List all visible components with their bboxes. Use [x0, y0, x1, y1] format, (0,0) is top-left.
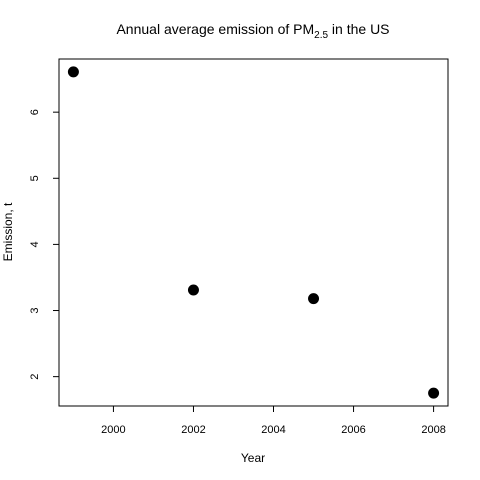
chart-title-subscript: 2.5	[314, 30, 328, 41]
chart-title: Annual average emission of PM2.5 in the …	[116, 21, 389, 41]
chart-title-main: Annual average emission of PM	[116, 21, 314, 37]
y-tick-label: 5	[29, 175, 41, 181]
x-tick-label: 2000	[101, 424, 125, 436]
data-points	[67, 66, 440, 399]
data-point	[428, 387, 440, 399]
data-point	[67, 66, 79, 78]
y-tick-label: 6	[29, 109, 41, 115]
chart-title-suffix: in the US	[328, 21, 389, 37]
x-tick-label: 2002	[181, 424, 205, 436]
y-axis: 2 3 4 5 6	[29, 109, 59, 380]
data-point	[187, 284, 199, 296]
plot-frame	[58, 58, 449, 407]
x-tick-label: 2004	[261, 424, 285, 436]
x-tick-label: 2006	[341, 424, 365, 436]
y-tick-label: 3	[29, 307, 41, 313]
y-axis-label: Emission, t	[1, 202, 15, 261]
y-tick-label: 4	[29, 241, 41, 247]
x-axis: 2000 2002 2004 2006 2008	[101, 406, 446, 436]
data-point	[308, 293, 320, 305]
x-tick-label: 2008	[421, 424, 445, 436]
y-tick-label: 2	[29, 374, 41, 380]
x-axis-label: Year	[241, 451, 265, 465]
